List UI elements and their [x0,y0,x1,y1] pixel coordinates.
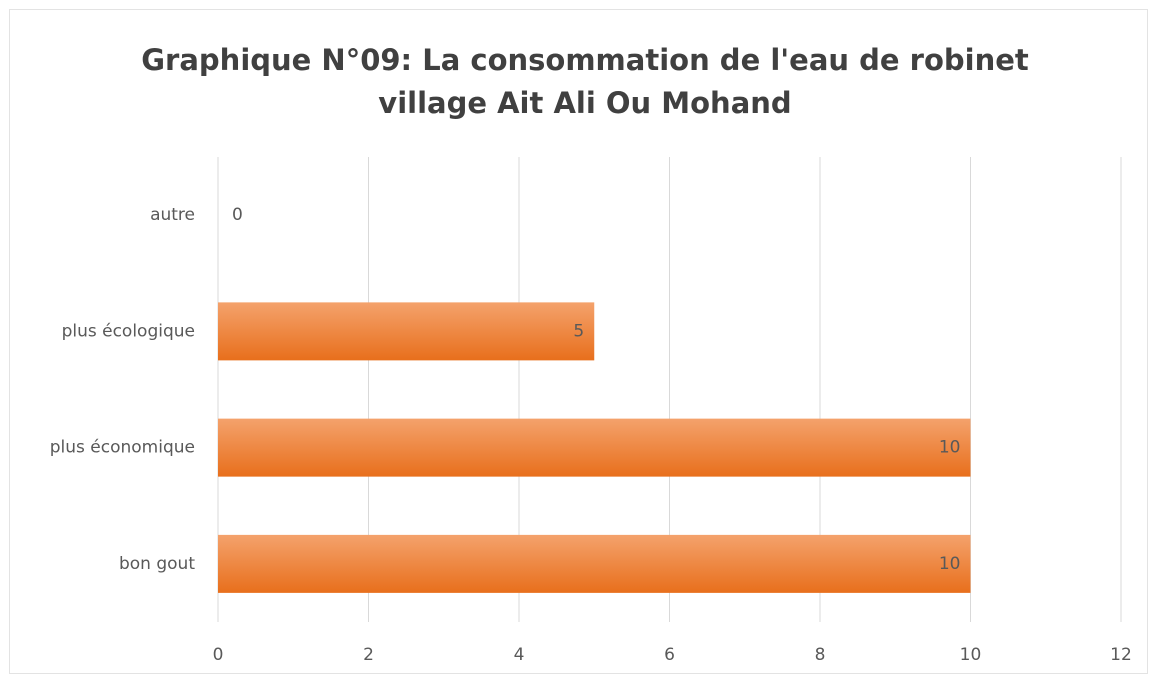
x-tick-label: 10 [960,645,982,665]
x-tick-label: 12 [1110,645,1132,665]
x-tick-label: 0 [213,645,224,665]
bar [218,302,595,361]
bar [218,534,971,593]
chart-title: village Ait Ali Ou Mohand [378,86,791,120]
data-label: 0 [232,205,243,225]
data-label: 10 [939,438,961,458]
x-tick-label: 8 [815,645,826,665]
data-label: 10 [939,554,961,574]
chart-title: Graphique N°09: La consommation de l'eau… [141,43,1029,77]
x-tick-label: 2 [363,645,374,665]
bar [218,418,971,477]
y-tick-label: plus économique [50,438,195,458]
y-tick-label: plus écologique [62,321,195,341]
y-tick-label: autre [150,205,195,225]
data-label: 5 [573,321,584,341]
x-tick-label: 4 [514,645,525,665]
x-tick-label: 6 [664,645,675,665]
y-tick-label: bon gout [119,554,195,574]
